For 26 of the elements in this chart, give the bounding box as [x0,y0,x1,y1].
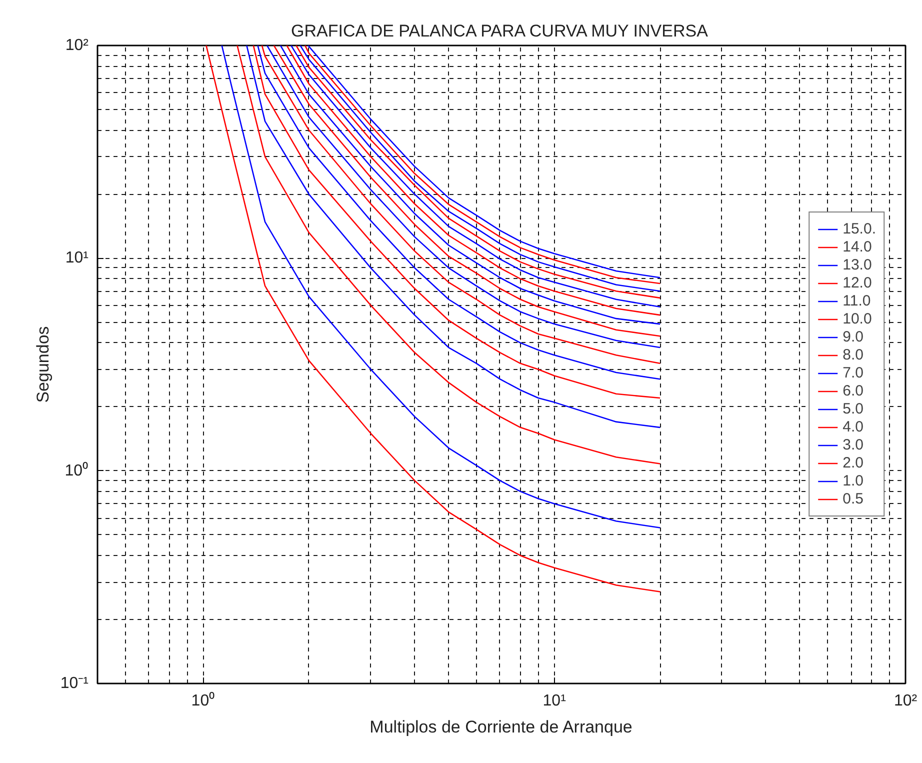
y-tick-label: 10² [65,37,90,54]
legend-label: 10.0 [842,310,872,328]
legend-label: 1.0 [842,472,864,490]
legend-label: 9.0 [842,328,864,346]
y-axis-title: Segundos [33,326,52,403]
legend-label: 2.0 [842,454,864,472]
x-tick-label: 10¹ [542,692,566,710]
x-tick-label: 10⁰ [191,692,216,710]
x-tick-label: 10² [894,692,918,710]
legend-label: 3.0 [842,436,864,454]
legend-label: 8.0 [842,346,864,364]
legend-label: 15.0. [842,220,876,238]
legend-label: 13.0 [842,256,872,274]
legend-label: 5.0 [842,400,864,418]
legend-label: 14.0 [842,238,872,256]
legend-label: 12.0 [842,274,872,292]
chart-title: GRAFICA DE PALANCA PARA CURVA MUY INVERSA [291,22,709,40]
legend-label: 0.5 [842,490,864,508]
y-tick-label: 10¹ [65,250,88,267]
y-tick-label: 10⁰ [64,461,88,480]
y-tick-label: 10⁻¹ [60,675,88,692]
legend-label: 11.0 [842,292,871,310]
legend-label: 4.0 [842,418,864,436]
x-axis-title: Multiplos de Corriente de Arranque [370,718,632,736]
legend-label: 6.0 [842,382,864,400]
legend-label: 7.0 [842,364,864,382]
